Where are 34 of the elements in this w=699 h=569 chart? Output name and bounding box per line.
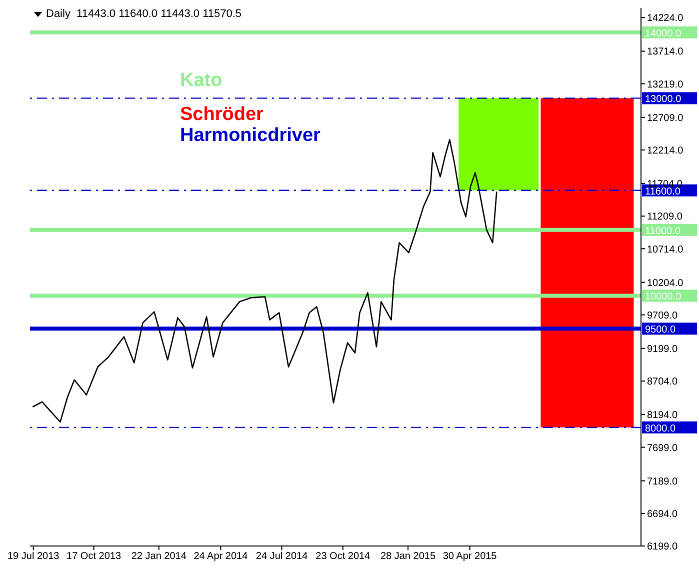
annotation: Kato [180, 70, 222, 92]
annotation: Schröder [180, 104, 264, 126]
y-tick-label: 13219.0 [647, 79, 684, 90]
chart-title: Daily 11443.0 11640.0 11443.0 11570.5 [46, 8, 242, 20]
ref-line-label: 13000.0 [645, 94, 682, 106]
y-tick-label: 8704.0 [647, 376, 678, 388]
y-tick-label: 8194.0 [647, 410, 678, 422]
ref-line-label: 10000.0 [645, 292, 682, 303]
x-tick-label: 28 Jan 2015 [380, 551, 436, 562]
x-tick-label: 23 Oct 2014 [316, 551, 371, 562]
y-tick-label: 12214.0 [647, 146, 684, 157]
y-tick-label: 10204.0 [647, 278, 684, 289]
x-tick-label: 30 Apr 2015 [442, 551, 498, 562]
ref-line-label: 9500.0 [645, 324, 676, 336]
y-tick-label: 7699.0 [647, 442, 678, 454]
y-tick-label: 13714.0 [647, 46, 684, 58]
ref-line-label: 11000.0 [645, 226, 681, 237]
y-tick-label: 9199.0 [647, 344, 678, 356]
y-tick-label: 10714.0 [647, 244, 684, 256]
x-tick-label: 24 Apr 2014 [194, 551, 248, 562]
y-tick-label: 14224.0 [647, 13, 684, 24]
y-tick-label: 9709.0 [647, 310, 678, 322]
ref-line-label: 14000.0 [645, 28, 682, 40]
y-tick-label: 11209.0 [647, 212, 683, 223]
x-tick-label: 22 Jan 2014 [131, 551, 187, 562]
y-tick-label: 6694.0 [647, 508, 678, 520]
x-tick-label: 19 Jul 2013 [8, 551, 60, 562]
y-tick-label: 12709.0 [647, 112, 684, 124]
x-tick-label: 17 Oct 2013 [66, 551, 122, 562]
ref-line-label: 8000.0 [645, 423, 676, 434]
y-tick-label: 7189.0 [647, 476, 678, 488]
y-tick-label: 6199.0 [647, 542, 678, 553]
x-tick-label: 24 Jul 2014 [256, 551, 308, 562]
annotation: Harmonicdriver [180, 125, 320, 147]
